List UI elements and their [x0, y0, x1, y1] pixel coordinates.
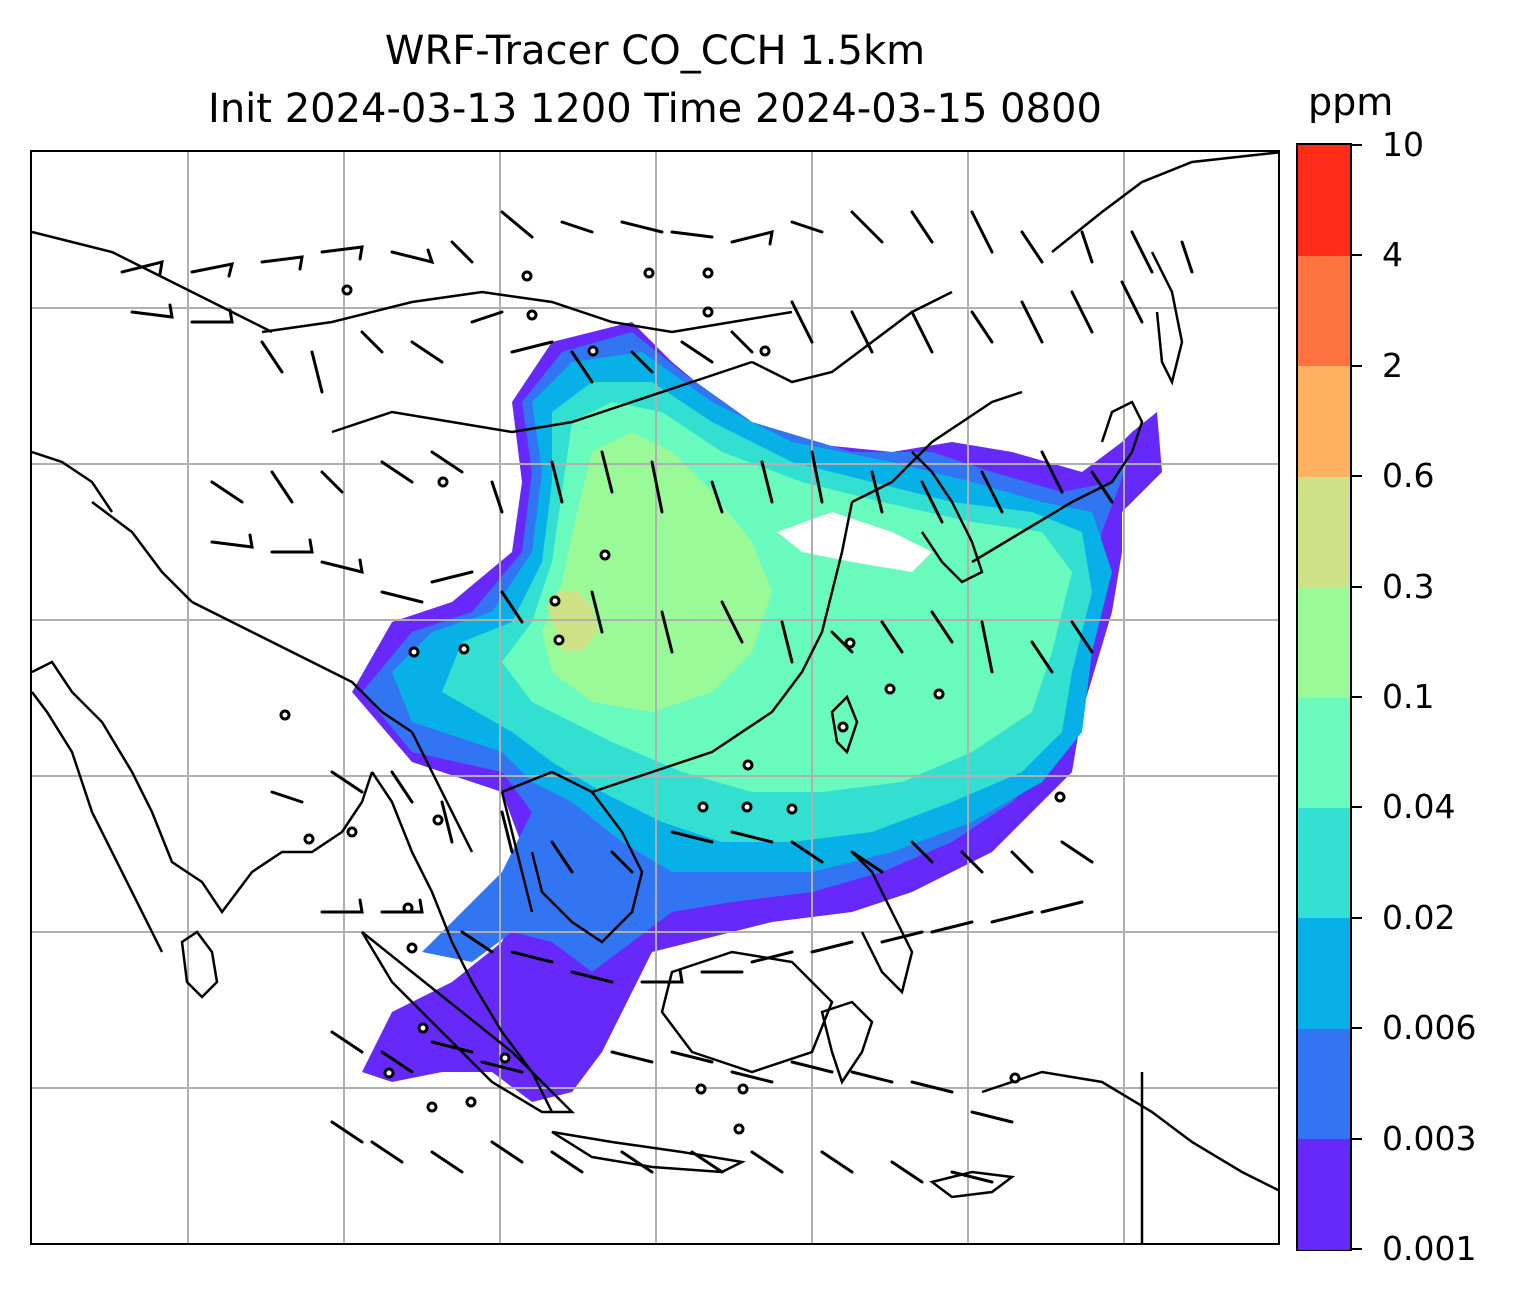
colorbar-segment — [1298, 917, 1350, 1029]
colorbar-tick-label: 0.04 — [1382, 787, 1456, 827]
coastline-sumatra — [360, 931, 576, 1114]
border-afghanistan — [32, 450, 114, 513]
border-china-north — [331, 360, 753, 434]
colorbar-segment — [1298, 255, 1350, 367]
map-canvas — [32, 152, 1278, 1243]
colorbar-tick-label: 0.3 — [1382, 566, 1435, 606]
colorbar-segment — [1298, 697, 1350, 808]
wind-barb-row-5 — [270, 770, 1094, 874]
colorbar-tick — [1352, 696, 1362, 698]
colorbar-segment — [1298, 807, 1350, 919]
colorbar-tick-label: 2 — [1382, 345, 1403, 385]
coastline-russia-far-east — [1051, 152, 1278, 253]
wind-barb-row-6 — [320, 898, 1084, 984]
border-pakistan — [91, 501, 193, 603]
calm-markers — [279, 267, 1066, 1135]
border-central-asia — [32, 230, 273, 334]
map-title-line1: WRF-Tracer CO_CCH 1.5km — [384, 28, 926, 74]
colorbar-tick — [1352, 1248, 1362, 1250]
colorbar-segment — [1298, 476, 1350, 588]
colorbar-tick-label: 0.1 — [1382, 677, 1435, 716]
colorbar-tick — [1352, 254, 1362, 257]
colorbar — [1296, 143, 1352, 1251]
border-russia-china — [751, 290, 953, 384]
wind-barb-row-2 — [130, 280, 1144, 394]
colorbar-tick-label: 0.003 — [1382, 1118, 1477, 1158]
wind-barb-row-3 — [210, 450, 1114, 524]
wind-barb-row-7 — [330, 1030, 1014, 1124]
coastline-philippines — [851, 851, 914, 995]
colorbar-tick-label: 10 — [1382, 125, 1424, 164]
colorbar-tick — [1352, 144, 1362, 146]
coastline-new-guinea — [981, 1070, 1278, 1192]
colorbar-segment — [1298, 1138, 1350, 1250]
colorbar-tick — [1352, 475, 1362, 478]
colorbar-unit-label: ppm — [1308, 80, 1394, 124]
colorbar-tick-label: 4 — [1382, 235, 1403, 275]
coastline-mongolia-border — [261, 290, 793, 334]
border-myanmar — [410, 731, 474, 853]
colorbar-segment — [1298, 365, 1350, 477]
colorbar-segment — [1298, 586, 1350, 698]
coastline-indochina-east — [501, 770, 644, 944]
coastline-borneo — [660, 950, 834, 1074]
colorbar-tick — [1352, 806, 1362, 809]
border-laos-vietnam — [500, 791, 534, 913]
coastline-india — [32, 660, 374, 915]
colorbar-segment — [1298, 145, 1350, 256]
colorbar-tick-label: 0.001 — [1382, 1229, 1477, 1268]
colorbar-tick — [1352, 1027, 1362, 1030]
coastline-timor — [929, 1170, 1016, 1199]
graticule — [32, 152, 1278, 1243]
coastline-japan — [971, 400, 1144, 564]
coastline-india-west — [32, 691, 164, 953]
colorbar-tick-label: 0.006 — [1382, 1008, 1477, 1048]
colorbar-tick — [1352, 1137, 1362, 1140]
coastline-sulawesi — [820, 1000, 874, 1085]
map-panel — [30, 150, 1280, 1245]
coastlines — [32, 152, 1278, 1243]
colorbar-tick — [1352, 916, 1362, 919]
colorbar-tick — [1352, 585, 1362, 588]
coastline-java — [551, 1130, 746, 1174]
coastline-korea — [911, 451, 984, 584]
colorbar-segment — [1298, 1028, 1350, 1140]
coastline-taiwan — [830, 694, 859, 755]
colorbar-tick-label: 0.6 — [1382, 456, 1435, 496]
coastline-china-east — [851, 390, 1023, 504]
coastline-indochina — [370, 771, 554, 1113]
coastline-sakhalin — [1150, 251, 1184, 386]
border-himalaya — [191, 600, 413, 734]
wind-barb-row-8 — [330, 1120, 994, 1184]
colorbar-tick — [1352, 364, 1362, 367]
colorbar-tick-label: 0.02 — [1382, 897, 1456, 937]
wind-barb-row-1 — [120, 210, 1194, 278]
map-title-line2: Init 2024-03-13 1200 Time 2024-03-15 080… — [208, 86, 1102, 132]
coastline-sri-lanka — [180, 930, 219, 999]
coastline-china-south — [591, 501, 854, 794]
plume-gap-korea — [777, 512, 932, 572]
wind-barbs — [120, 210, 1194, 1184]
wind-barb-row-4 — [210, 533, 1094, 674]
